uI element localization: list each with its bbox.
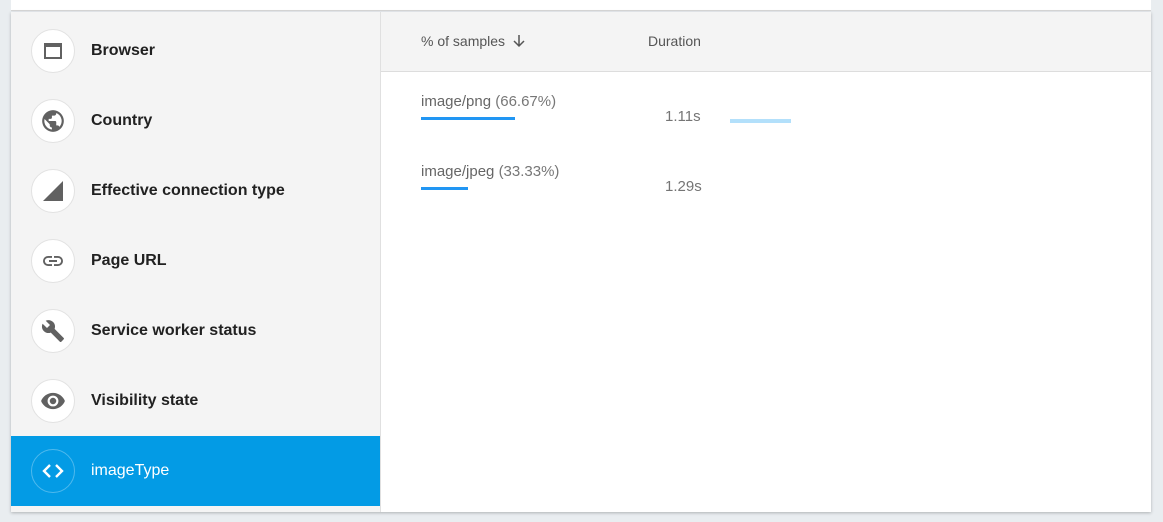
samples-column-header[interactable]: % of samples [421,33,526,49]
results-table: % of samples Duration image/png (66.67%)… [381,12,1151,512]
samples-header-label: % of samples [421,33,506,49]
row-name: image/png (66.67%) [421,93,556,110]
sidebar-item-effective-connection-type[interactable]: Effective connection type [11,156,380,226]
row-percent: (33.33%) [498,163,560,180]
sidebar-item-service-worker-status[interactable]: Service worker status [11,296,380,366]
table-row[interactable]: image/png (66.67%) 1.11s [381,93,1151,163]
sidebar-item-label: Country [91,112,153,129]
sidebar-item-page-url[interactable]: Page URL [11,226,380,296]
sidebar-item-label: Browser [91,42,156,59]
sidebar-item-label: imageType [91,462,170,479]
globe-icon [31,99,75,143]
sidebar-item-label: Effective connection type [91,182,285,199]
dimensions-card: Browser Country Effective connection typ… [11,12,1151,512]
sidebar-item-label: Service worker status [91,322,257,339]
arrow-down-icon [513,35,525,48]
samples-bar [421,117,515,120]
row-name: image/jpeg (33.33%) [421,163,559,180]
duration-bar [730,119,791,123]
sidebar-item-browser[interactable]: Browser [11,16,380,86]
eye-icon [31,379,75,423]
samples-bar [421,187,468,190]
table-header: % of samples Duration [381,12,1151,72]
dimension-sidebar: Browser Country Effective connection typ… [11,12,381,512]
sidebar-item-imagetype[interactable]: imageType [11,436,380,506]
row-label: image/png [421,93,492,110]
row-duration: 1.11s [665,108,701,125]
sidebar-item-label: Page URL [91,252,167,269]
wrench-icon [31,309,75,353]
row-duration: 1.29s [665,178,702,195]
signal-icon [31,169,75,213]
duration-column-header[interactable]: Duration [648,33,701,49]
link-icon [31,239,75,283]
top-card [11,0,1151,11]
sidebar-item-visibility-state[interactable]: Visibility state [11,366,380,436]
browser-window-icon [31,29,75,73]
code-icon [31,449,75,493]
sidebar-item-label: Visibility state [91,392,199,409]
row-percent: (66.67%) [495,93,557,110]
row-label: image/jpeg [421,163,495,180]
table-row[interactable]: image/jpeg (33.33%) 1.29s [381,163,1151,233]
sidebar-item-country[interactable]: Country [11,86,380,156]
